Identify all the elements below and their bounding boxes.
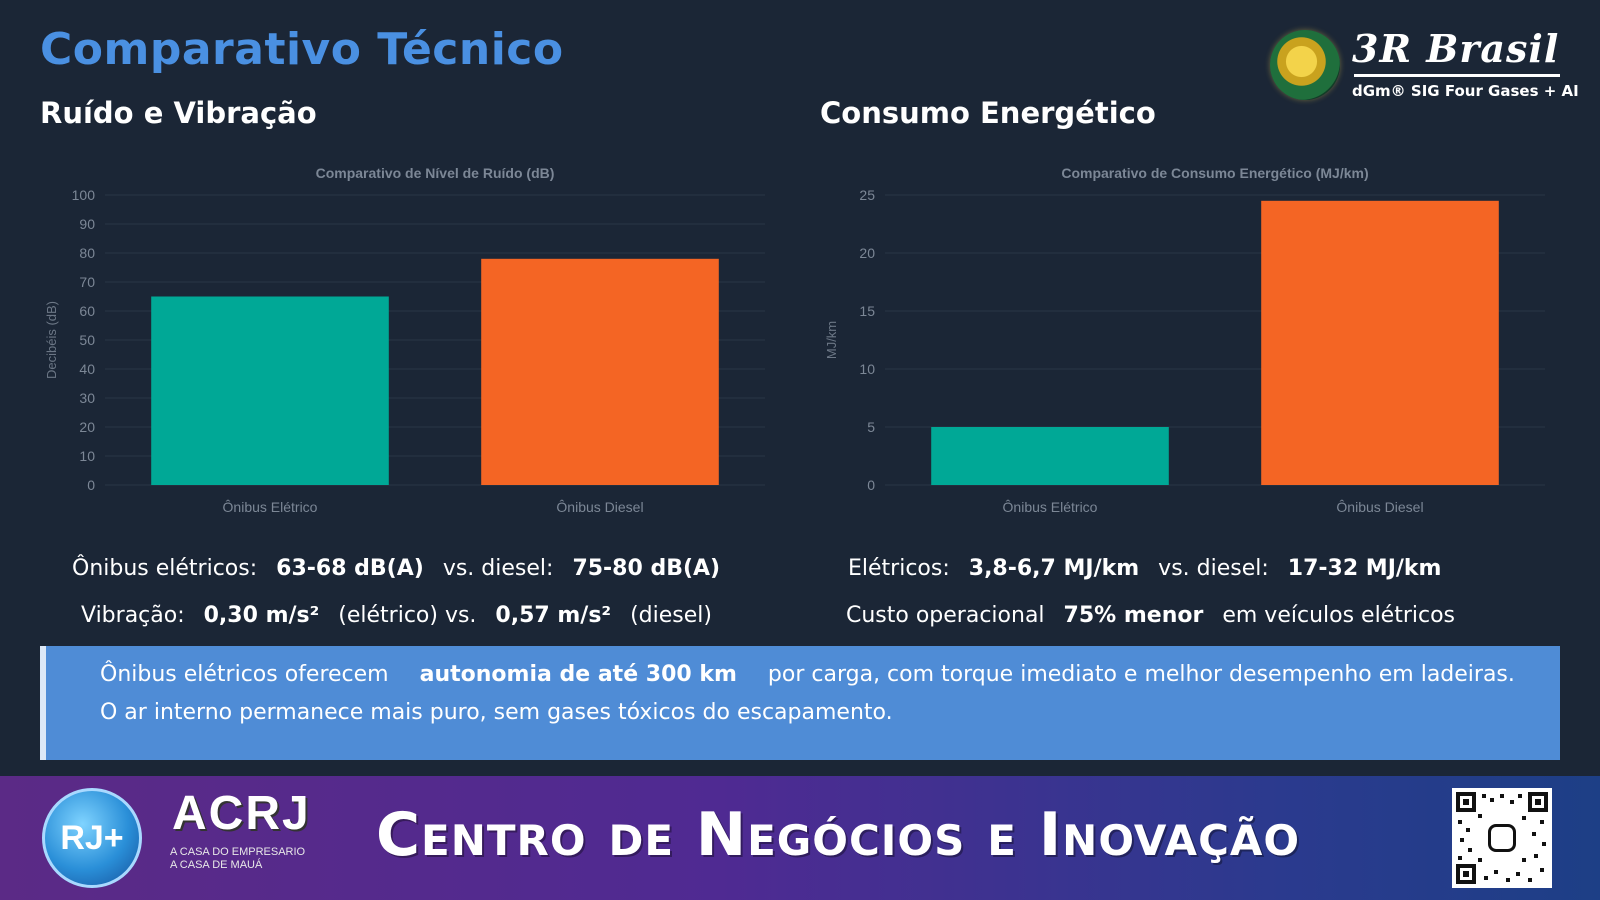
noise-label: Ônibus elétricos: — [72, 556, 258, 581]
brand-logo: 3R Brasil dGm® SIG Four Gases + AI — [1262, 26, 1579, 110]
acrj-tagline-1: A CASA DO EMPRESARIO — [170, 846, 306, 858]
energy-diesel-value: 17-32 MJ/km — [1287, 556, 1442, 581]
qr-code[interactable] — [1452, 788, 1552, 888]
info-line-1-start: Ônibus elétricos oferecem — [100, 662, 389, 687]
energy-y-axis-label: MJ/km — [824, 321, 839, 359]
instagram-icon — [1488, 824, 1516, 852]
energy-bar — [1261, 200, 1499, 486]
energy-y-tick-label: 0 — [867, 477, 875, 493]
footer-banner: RJ+ ACRJ A CASA DO EMPRESARIO A CASA DE … — [0, 776, 1600, 900]
noise-x-tick-label: Ônibus Diesel — [556, 499, 643, 515]
energy-chart-title: Comparativo de Consumo Energético (MJ/km… — [1061, 165, 1368, 181]
noise-chart-title: Comparativo de Nível de Ruído (dB) — [316, 165, 555, 181]
noise-y-axis-label: Decibéis (dB) — [44, 301, 59, 379]
energy-vs-label: vs. diesel: — [1158, 556, 1269, 581]
cost-value: 75% menor — [1063, 603, 1204, 628]
page-title: Comparativo Técnico — [40, 24, 564, 75]
vibration-electric-value: 0,30 m/s² — [203, 603, 320, 628]
brand-tagline: dGm® SIG Four Gases + AI — [1352, 82, 1579, 100]
energy-y-tick-label: 15 — [859, 303, 875, 319]
acrj-logo: ACRJ A CASA DO EMPRESARIO A CASA DE MAUÁ — [168, 786, 318, 886]
noise-y-tick-label: 0 — [87, 477, 95, 493]
brand-underline — [1354, 74, 1560, 77]
noise-chart: Comparativo de Nível de Ruído (dB) 0 10 20 3… — [44, 165, 765, 515]
brand-name: 3R Brasil — [1352, 26, 1560, 71]
energy-y-tick-label: 10 — [859, 361, 875, 377]
energy-y-tick-label: 20 — [859, 245, 875, 261]
energy-x-tick-label: Ônibus Elétrico — [1003, 499, 1098, 515]
noise-y-tick-label: 90 — [79, 216, 95, 232]
energy-stat-line-1: Elétricos: 3,8-6,7 MJ/km vs. diesel: 17-… — [848, 556, 1441, 581]
globe-emblem-icon — [1270, 30, 1340, 100]
energy-label: Elétricos: — [848, 556, 950, 581]
qr-pattern-icon — [1456, 792, 1548, 884]
energy-stat-line-2: Custo operacional 75% menor em veículos … — [846, 603, 1455, 628]
info-line-1-end: por carga, com torque imediato e melhor … — [767, 662, 1515, 687]
noise-bar — [481, 258, 719, 485]
info-callout: Ônibus elétricos oferecem autonomia de a… — [40, 646, 1560, 760]
acrj-name: ACRJ — [172, 787, 311, 840]
noise-y-tick-label: 100 — [72, 187, 96, 203]
section-title-energy: Consumo Energético — [820, 96, 1156, 130]
noise-vs-label: vs. diesel: — [442, 556, 554, 581]
vibration-end-label: (diesel) — [630, 603, 712, 628]
vibration-mid-label: (elétrico) vs. — [338, 603, 477, 628]
info-line-2: O ar interno permanece mais puro, sem ga… — [100, 700, 893, 725]
noise-y-tick-label: 10 — [79, 448, 95, 464]
noise-y-tick-label: 80 — [79, 245, 95, 261]
info-line-1-bold: autonomia de até 300 km — [419, 662, 737, 687]
energy-electric-value: 3,8-6,7 MJ/km — [968, 556, 1140, 581]
noise-y-tick-label: 30 — [79, 390, 95, 406]
acrj-tagline-2: A CASA DE MAUÁ — [170, 859, 263, 871]
rj-plus-badge: RJ+ — [42, 788, 142, 888]
noise-diesel-value: 75-80 dB(A) — [572, 556, 721, 581]
energy-y-tick-label: 5 — [867, 419, 875, 435]
cost-label: Custo operacional — [846, 603, 1045, 628]
cost-end-label: em veículos elétricos — [1222, 603, 1456, 628]
footer-title: Centro de Negócios e Inovação — [376, 800, 1301, 870]
energy-y-tick-label: 25 — [859, 187, 875, 203]
noise-y-tick-label: 40 — [79, 361, 95, 377]
noise-y-tick-label: 60 — [79, 303, 95, 319]
energy-bar — [931, 427, 1169, 485]
noise-stat-line-2: Vibração: 0,30 m/s² (elétrico) vs. 0,57 … — [81, 603, 712, 628]
info-line-1: Ônibus elétricos oferecem autonomia de a… — [100, 662, 1515, 687]
energy-x-tick-label: Ônibus Diesel — [1336, 499, 1423, 515]
noise-bar — [151, 296, 389, 485]
vibration-label: Vibração: — [81, 603, 185, 628]
section-title-noise: Ruído e Vibração — [40, 96, 317, 130]
energy-chart: Comparativo de Consumo Energético (MJ/km… — [824, 165, 1545, 515]
vibration-diesel-value: 0,57 m/s² — [495, 603, 612, 628]
noise-electric-value: 63-68 dB(A) — [276, 556, 424, 581]
noise-x-tick-label: Ônibus Elétrico — [223, 499, 318, 515]
noise-y-tick-label: 70 — [79, 274, 95, 290]
noise-y-tick-label: 50 — [79, 332, 95, 348]
noise-y-tick-label: 20 — [79, 419, 95, 435]
noise-stat-line-1: Ônibus elétricos: 63-68 dB(A) vs. diesel… — [72, 556, 720, 581]
